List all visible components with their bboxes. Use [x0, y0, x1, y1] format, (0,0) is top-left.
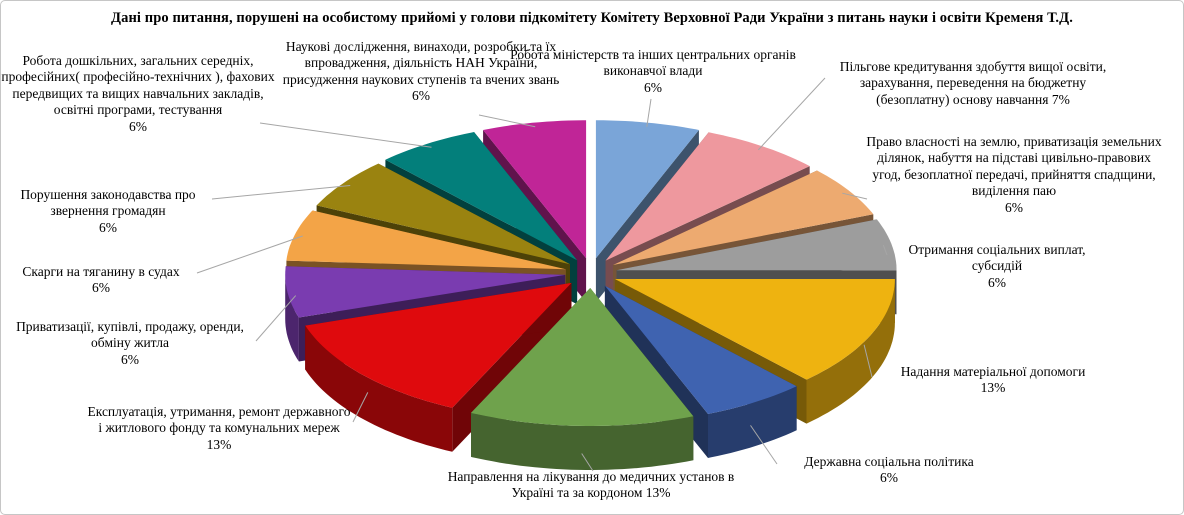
- pie-slice-label-6: Направлення на лікування до медичних уст…: [426, 469, 756, 502]
- pie-slice-label-11: Робота дошкільних, загальних середніх, п…: [1, 53, 275, 135]
- leader-line-9: [196, 235, 303, 274]
- slice-label-text: Робота дошкільних, загальних середніх, п…: [1, 53, 275, 118]
- pie-slice-3: [616, 219, 897, 271]
- slice-label-text: Отримання соціальних виплат, субсидій: [908, 242, 1086, 274]
- slice-label-text: Експлуатація, утримання, ремонт державно…: [87, 404, 351, 436]
- slice-percent: 6%: [129, 118, 147, 134]
- pie-slice-8-rim: [285, 274, 299, 362]
- pie-slice-label-3: Отримання соціальних виплат, субсидій 6%: [882, 242, 1112, 291]
- slice-percent: 6%: [92, 280, 110, 296]
- pie-slice-label-0: Робота міністерств та інших центральних …: [508, 47, 798, 96]
- slice-label-text: Направлення на лікування до медичних уст…: [447, 469, 735, 501]
- slice-percent: 6%: [644, 79, 662, 95]
- slice-label-text: Право власності на землю, приватизація з…: [866, 134, 1162, 199]
- pie-slice-label-5: Державна соціальна політика 6%: [769, 454, 1009, 487]
- leader-line-5: [750, 425, 778, 465]
- slice-percent: 6%: [121, 351, 139, 367]
- slice-percent: 6%: [1005, 199, 1023, 215]
- pie-slice-label-4: Надання матеріальної допомоги 13%: [863, 364, 1123, 397]
- leader-line-7: [352, 392, 369, 423]
- pie-slice-9: [286, 210, 566, 270]
- pie-slice-1: [605, 132, 810, 261]
- pie-slice-label-2: Право власності на землю, приватизація з…: [864, 134, 1164, 216]
- slice-percent: 6%: [99, 219, 117, 235]
- leader-line-11: [259, 122, 432, 148]
- slice-percent: 13%: [980, 380, 1006, 396]
- slice-percent: 13%: [645, 485, 671, 501]
- pie-slice-6-rim: [471, 412, 694, 470]
- leader-line-8: [255, 295, 297, 342]
- pie-slice-5: [604, 285, 797, 414]
- pie-slice-4-rim: [806, 279, 895, 424]
- pie-slice-label-8: Приватизації, купівлі, продажу, оренди, …: [1, 319, 259, 368]
- leader-line-3: [882, 244, 888, 256]
- pie-slice-label-10: Порушення законодавства про звернення гр…: [1, 187, 215, 236]
- pie-slice-label-9: Скарги на тяганину в судах 6%: [1, 264, 201, 297]
- slice-label-text: Державна соціальна політика: [804, 454, 974, 469]
- pie-slice-7-rim: [305, 325, 453, 452]
- pie-slice-5-rim: [708, 386, 797, 458]
- pie-slice-12: [483, 120, 587, 259]
- leader-line-6: [581, 453, 594, 472]
- slice-label-text: Наукові дослідження, винаходи, розробки …: [282, 39, 560, 87]
- leader-line-4: [863, 344, 873, 378]
- pie-slice-6: [471, 288, 694, 426]
- leader-line-10: [211, 185, 351, 200]
- leader-line-1: [757, 77, 826, 151]
- pie-slice-8: [285, 266, 566, 318]
- slice-percent: 6%: [988, 274, 1006, 290]
- leader-line-2: [842, 192, 868, 200]
- slice-label-text: Приватизації, купівлі, продажу, оренди, …: [16, 319, 244, 351]
- pie-slice-10: [316, 163, 570, 265]
- pie-slice-11: [385, 132, 578, 261]
- chart-title: Дані про питання, порушені на особистому…: [111, 10, 1073, 26]
- slice-percent: 7%: [1051, 91, 1070, 107]
- pie-slice-4: [614, 279, 895, 380]
- slice-label-text: Надання матеріальної допомоги: [900, 364, 1086, 379]
- pie-slice-2: [613, 170, 874, 265]
- leader-line-12: [478, 114, 536, 128]
- slice-label-text: Скарги на тяганину в судах: [22, 264, 180, 279]
- leader-line-0: [646, 98, 652, 127]
- pie-slice-0: [595, 120, 699, 259]
- pie-slice-7: [305, 282, 572, 408]
- slice-label-text: Робота міністерств та інших центральних …: [510, 47, 796, 79]
- pie-slice-label-12: Наукові дослідження, винаходи, розробки …: [271, 39, 571, 105]
- pie-slice-label-1: Пільгове кредитування здобуття вищої осв…: [823, 59, 1123, 108]
- pie-slice-label-7: Експлуатація, утримання, ремонт державно…: [84, 404, 354, 453]
- slice-label-text: Порушення законодавства про звернення гр…: [20, 187, 196, 219]
- slice-percent: 6%: [880, 470, 898, 486]
- slice-percent: 6%: [412, 88, 430, 104]
- slice-label-text: Пільгове кредитування здобуття вищої осв…: [839, 59, 1107, 107]
- slice-percent: 13%: [206, 436, 232, 452]
